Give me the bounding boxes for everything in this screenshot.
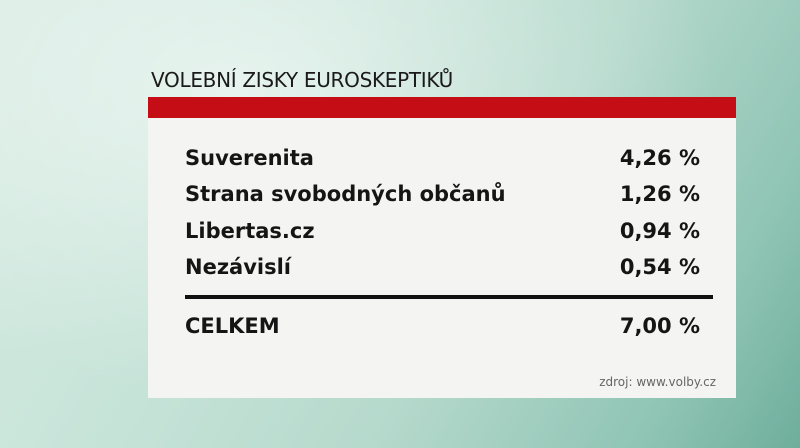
party-name: Libertas.cz [185,219,315,243]
total-divider [185,295,713,299]
party-value: 0,54 % [619,255,700,279]
party-name: Suverenita [185,146,314,170]
graphic-title: VOLEBNÍ ZISKY EUROSKEPTIKŮ [151,68,454,92]
party-value: 4,26 % [619,146,700,170]
header-bar [148,97,736,118]
party-value: 0,94 % [619,219,700,243]
party-value: 1,26 % [619,182,700,206]
table-row: Libertas.cz 0,94 % [185,219,700,249]
table-row: Suverenita 4,26 % [185,146,700,176]
total-label: CELKEM [185,314,280,338]
party-name: Strana svobodných občanů [185,182,506,206]
table-row: Strana svobodných občanů 1,26 % [185,182,700,212]
party-name: Nezávislí [185,255,291,279]
results-table: Suverenita 4,26 % Strana svobodných obča… [148,118,736,398]
table-row: Nezávislí 0,54 % [185,255,700,285]
source-note: zdroj: www.volby.cz [599,375,716,389]
total-row: CELKEM 7,00 % [185,314,700,344]
total-value: 7,00 % [619,314,700,338]
